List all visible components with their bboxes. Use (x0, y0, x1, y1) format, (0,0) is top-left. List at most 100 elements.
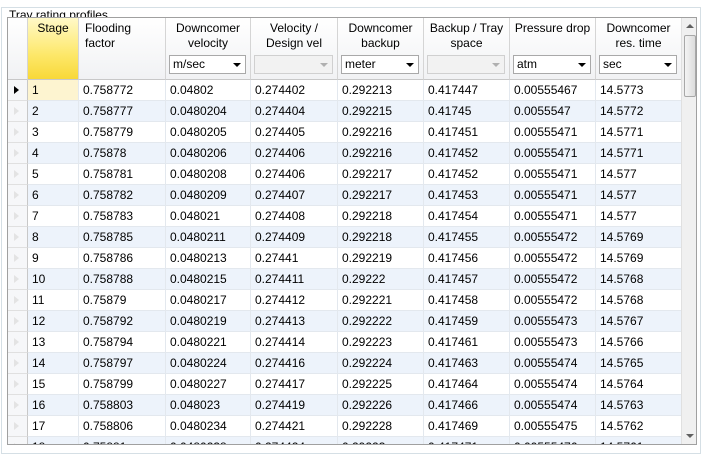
value-cell[interactable]: 0.292218 (338, 227, 424, 248)
value-cell[interactable]: 0.758782 (79, 185, 166, 206)
value-cell[interactable]: 14.5761 (596, 437, 682, 444)
scroll-thumb[interactable] (684, 35, 696, 97)
value-cell[interactable]: 0.75878 (79, 143, 166, 164)
row-header[interactable] (8, 185, 28, 206)
value-cell[interactable]: 0.292217 (338, 164, 424, 185)
value-cell[interactable]: 14.5768 (596, 269, 682, 290)
row-header[interactable] (8, 227, 28, 248)
row-header[interactable] (8, 290, 28, 311)
value-cell[interactable]: 0.29223 (338, 437, 424, 444)
value-cell[interactable]: 0.274416 (251, 353, 338, 374)
stage-cell[interactable]: 16 (28, 395, 79, 416)
value-cell[interactable]: 0.00555471 (510, 206, 596, 227)
value-cell[interactable]: 0.00555471 (510, 185, 596, 206)
value-cell[interactable]: 14.5763 (596, 395, 682, 416)
value-cell[interactable]: 0.0480219 (166, 311, 251, 332)
value-cell[interactable]: 0.758803 (79, 395, 166, 416)
value-cell[interactable]: 14.577 (596, 185, 682, 206)
value-cell[interactable]: 0.00555476 (510, 437, 596, 444)
value-cell[interactable]: 0.00555472 (510, 227, 596, 248)
stage-cell[interactable]: 8 (28, 227, 79, 248)
value-cell[interactable]: 0.00555474 (510, 395, 596, 416)
unit-dropdown[interactable]: sec (599, 55, 677, 74)
value-cell[interactable]: 0.00555471 (510, 164, 596, 185)
value-cell[interactable]: 0.758772 (79, 80, 166, 101)
value-cell[interactable]: 0.0480224 (166, 353, 251, 374)
value-cell[interactable]: 0.048023 (166, 395, 251, 416)
stage-cell[interactable]: 12 (28, 311, 79, 332)
row-header[interactable] (8, 332, 28, 353)
value-cell[interactable]: 0.00555472 (510, 248, 596, 269)
row-header[interactable] (8, 374, 28, 395)
value-cell[interactable]: 0.758792 (79, 311, 166, 332)
value-cell[interactable]: 0.758783 (79, 206, 166, 227)
value-cell[interactable]: 0.417463 (424, 353, 510, 374)
stage-cell[interactable]: 11 (28, 290, 79, 311)
value-cell[interactable]: 0.00555473 (510, 332, 596, 353)
value-cell[interactable]: 0.0480238 (166, 437, 251, 444)
value-cell[interactable]: 0.00555471 (510, 122, 596, 143)
value-cell[interactable]: 0.274417 (251, 374, 338, 395)
value-cell[interactable]: 0.274408 (251, 206, 338, 227)
value-cell[interactable]: 0.0480211 (166, 227, 251, 248)
value-cell[interactable]: 14.5765 (596, 353, 682, 374)
row-header[interactable] (8, 164, 28, 185)
value-cell[interactable]: 0.0480234 (166, 416, 251, 437)
value-cell[interactable]: 0.758786 (79, 248, 166, 269)
column-header[interactable]: Downcomer backup meter (338, 18, 424, 80)
value-cell[interactable]: 14.5771 (596, 143, 682, 164)
row-header[interactable] (8, 206, 28, 227)
value-cell[interactable]: 0.417453 (424, 185, 510, 206)
column-header[interactable]: Downcomer res. time sec (596, 18, 682, 80)
value-cell[interactable]: 0.0480209 (166, 185, 251, 206)
column-header[interactable]: Flooding factor (79, 18, 166, 80)
stage-cell[interactable]: 13 (28, 332, 79, 353)
value-cell[interactable]: 0.274402 (251, 80, 338, 101)
value-cell[interactable]: 0.75881 (79, 437, 166, 444)
column-header[interactable]: Velocity / Design vel (251, 18, 338, 80)
value-cell[interactable]: 0.274413 (251, 311, 338, 332)
value-cell[interactable]: 0.758788 (79, 269, 166, 290)
stage-cell[interactable]: 15 (28, 374, 79, 395)
value-cell[interactable]: 0.417454 (424, 206, 510, 227)
value-cell[interactable]: 0.274409 (251, 227, 338, 248)
value-cell[interactable]: 0.75879 (79, 290, 166, 311)
vertical-scrollbar[interactable] (681, 18, 696, 444)
column-header[interactable]: Downcomer velocity m/sec (166, 18, 251, 80)
value-cell[interactable]: 0.04802 (166, 80, 251, 101)
value-cell[interactable]: 0.417456 (424, 248, 510, 269)
row-header[interactable] (8, 395, 28, 416)
stage-cell[interactable]: 18 (28, 437, 79, 444)
value-cell[interactable]: 0.758794 (79, 332, 166, 353)
value-cell[interactable]: 0.417451 (424, 122, 510, 143)
value-cell[interactable]: 0.292215 (338, 101, 424, 122)
value-cell[interactable]: 0.0480221 (166, 332, 251, 353)
value-cell[interactable]: 0.292223 (338, 332, 424, 353)
stage-cell[interactable]: 1 (28, 80, 79, 101)
value-cell[interactable]: 0.274407 (251, 185, 338, 206)
value-cell[interactable]: 0.274404 (251, 101, 338, 122)
value-cell[interactable]: 14.5772 (596, 101, 682, 122)
stage-cell[interactable]: 5 (28, 164, 79, 185)
value-cell[interactable]: 0.0480208 (166, 164, 251, 185)
value-cell[interactable]: 14.5764 (596, 374, 682, 395)
value-cell[interactable]: 0.758806 (79, 416, 166, 437)
row-header[interactable] (8, 269, 28, 290)
value-cell[interactable]: 0.758779 (79, 122, 166, 143)
value-cell[interactable]: 0.0480205 (166, 122, 251, 143)
value-cell[interactable]: 14.5768 (596, 290, 682, 311)
value-cell[interactable]: 0.292224 (338, 353, 424, 374)
value-cell[interactable]: 0.27441 (251, 248, 338, 269)
value-cell[interactable]: 14.5771 (596, 122, 682, 143)
value-cell[interactable]: 0.274406 (251, 143, 338, 164)
value-cell[interactable]: 0.292225 (338, 374, 424, 395)
value-cell[interactable]: 0.29222 (338, 269, 424, 290)
value-cell[interactable]: 0.00555471 (510, 143, 596, 164)
stage-cell[interactable]: 14 (28, 353, 79, 374)
value-cell[interactable]: 14.5773 (596, 80, 682, 101)
column-header[interactable]: Pressure drop atm (510, 18, 596, 80)
value-cell[interactable]: 0.758777 (79, 101, 166, 122)
value-cell[interactable]: 14.5769 (596, 227, 682, 248)
stage-cell[interactable]: 17 (28, 416, 79, 437)
value-cell[interactable]: 0.00555475 (510, 416, 596, 437)
